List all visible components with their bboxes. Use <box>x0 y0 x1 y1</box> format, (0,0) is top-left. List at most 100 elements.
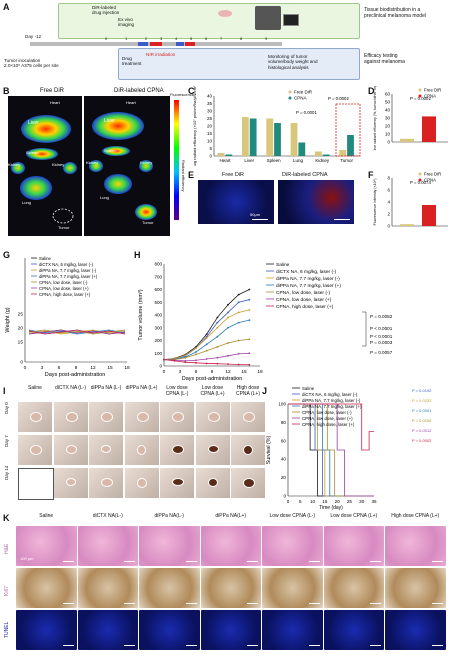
chart-c: 0 5 10 15 20 25 30 35 40 Avg radiant efficiency (… <box>192 86 361 166</box>
k-scale-bar <box>431 603 443 604</box>
timeline-tick: 0 <box>105 36 108 41</box>
h-point <box>195 347 197 350</box>
b-l-heart: Heart <box>50 100 60 105</box>
i-col-title: diPPa NA (L+) <box>125 385 158 391</box>
c-bar <box>225 154 233 156</box>
i-tumor-spot <box>207 412 220 422</box>
D-ytick: 20 <box>385 124 391 129</box>
h-ylabel: Tumor volume (mm³) <box>138 289 144 340</box>
k-row-label: Ki67 <box>4 585 10 596</box>
i-col-title: diPPa NA (L-) <box>90 385 122 391</box>
g-series-line <box>28 329 126 335</box>
F-bar <box>422 205 436 226</box>
g-series-line <box>28 329 126 335</box>
j-xtick: 30 <box>359 499 365 504</box>
g-legend-item: CPNA, low dose, laser (+) <box>39 286 89 291</box>
timeline-tick: 2 <box>145 36 148 41</box>
k-histology-tile <box>323 526 384 566</box>
b-r-kidney: Kidney <box>86 160 99 165</box>
h-point <box>195 353 197 356</box>
i-col-title: High dose CPNA (L+) <box>235 385 261 397</box>
j-pval: P = 0.0001 <box>412 408 432 413</box>
panel-letter-b: B <box>3 86 10 96</box>
k-histology-tile <box>323 610 384 650</box>
k-histology-tile <box>323 568 384 608</box>
colorbar <box>174 100 179 220</box>
i-tumor-spot <box>101 445 111 453</box>
i-col-title: Low dose CPNA (L+) <box>200 385 225 397</box>
k-col-title: High dose CPNA (L+) <box>391 513 440 519</box>
b-col1-title: Free DiR <box>40 88 65 94</box>
i-tumor-spot <box>243 412 255 422</box>
monitoring-label: Monitoring of tumor volume/body weight an… <box>268 54 318 70</box>
g-xtick: 15 <box>107 365 113 371</box>
h-ytick: 200 <box>154 338 162 343</box>
D-ytick: 40 <box>385 108 391 113</box>
i-tumor-spot <box>243 478 255 488</box>
i-tumor-spot <box>243 445 253 455</box>
h-series-line <box>163 289 250 361</box>
timeline-tick: 3 <box>160 36 163 41</box>
dir-injection-label: DiR-labeled drug injection <box>92 5 120 16</box>
c-ytick: 0 <box>209 154 212 159</box>
F-pval: P = 0.0074 <box>410 180 431 185</box>
c-bar <box>339 150 347 156</box>
b-l-lung: Lung <box>22 200 31 205</box>
j-legend-item: Saline <box>302 386 315 391</box>
b-r-liver: Liver <box>104 118 115 124</box>
h-point <box>237 293 240 296</box>
panel-letter-d: D <box>368 86 375 96</box>
k-histology-tile <box>77 610 138 650</box>
h-legend-item: CPNA, low dose, laser (-) <box>276 290 331 296</box>
h-point <box>237 311 240 314</box>
g-legend-item: diPPa NA, 7.7 mg/kg, laser (+) <box>39 274 98 279</box>
D-legend-cpna: CPNA <box>424 94 436 99</box>
b-r-tumor: Tumor <box>142 220 154 225</box>
h-point <box>248 319 251 321</box>
g-xtick: 6 <box>58 365 61 371</box>
c-legend-free-dir: Free DiR <box>294 90 313 95</box>
h-point <box>184 356 187 359</box>
h-xtick: 15 <box>241 369 247 375</box>
h-point <box>163 358 165 361</box>
k-histology-tile <box>139 526 200 566</box>
h-point <box>205 337 208 339</box>
c-ytick: 40 <box>207 94 213 99</box>
panel-a-bottom-band <box>118 48 360 80</box>
c-tumor-highlight <box>335 103 361 157</box>
k-histology-tile <box>16 526 77 566</box>
c-bar <box>290 123 298 156</box>
h-point <box>195 359 197 362</box>
b-r-spleen: Spleen <box>104 148 117 153</box>
h-point <box>195 361 197 364</box>
k-scale-bar <box>62 603 74 604</box>
h-ytick: 400 <box>154 313 162 318</box>
k-scale-bar <box>62 645 74 646</box>
h-point <box>184 354 187 357</box>
D-legend-marker <box>418 94 422 98</box>
h-point <box>216 362 219 365</box>
D-ylabel: Relative radiant efficiency (%, tumor/ot… <box>373 86 377 150</box>
F-legend-marker <box>418 172 422 176</box>
h-pval: P = 0.0082 <box>370 314 393 319</box>
h-point <box>205 362 208 365</box>
j-xtick: 0 <box>287 499 290 504</box>
j-pval: P = 0.0192 <box>412 388 432 393</box>
k-scale-bar <box>124 603 135 604</box>
panel-letter-f: F <box>368 170 374 180</box>
F-ylabel: Fluorescence intensity (×10⁴) <box>373 179 377 226</box>
g-series-line <box>28 329 126 335</box>
c-bar <box>347 135 354 156</box>
h-ytick: 800 <box>154 262 162 267</box>
g-ytick: 15 <box>18 340 24 346</box>
F-ytick: 4 <box>387 200 390 205</box>
c-pval2: P = 0.0002 <box>328 96 349 101</box>
timeline-tick: 7 <box>220 36 223 41</box>
mouse-icon <box>218 10 232 17</box>
c-bar <box>322 154 330 156</box>
k-col-title: diPPa NA(L-) <box>154 513 184 519</box>
e-col2-title: DiR-labeled CPNA <box>282 172 328 178</box>
g-ytick: 20 <box>18 326 24 332</box>
b-l-kidney: Kidney <box>8 162 21 167</box>
c-bar <box>266 118 274 156</box>
